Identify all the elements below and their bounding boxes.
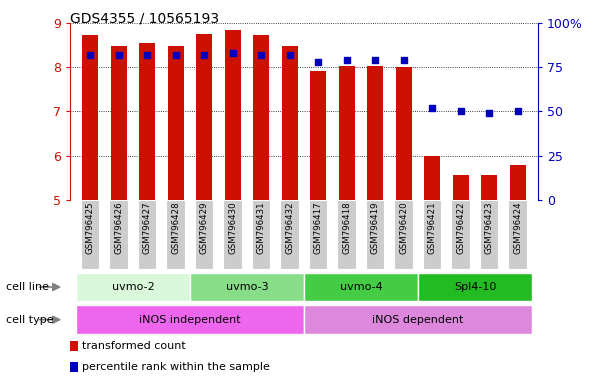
- Bar: [70, 341, 78, 351]
- FancyBboxPatch shape: [224, 200, 242, 269]
- FancyBboxPatch shape: [423, 200, 442, 269]
- Bar: [510, 165, 525, 200]
- Text: GSM796426: GSM796426: [114, 202, 123, 254]
- FancyBboxPatch shape: [166, 200, 185, 269]
- Text: GDS4355 / 10565193: GDS4355 / 10565193: [70, 12, 219, 25]
- Point: [86, 52, 95, 58]
- Text: GSM796432: GSM796432: [285, 202, 295, 254]
- FancyBboxPatch shape: [81, 200, 100, 269]
- Point: [399, 57, 409, 63]
- Bar: [396, 67, 412, 200]
- FancyBboxPatch shape: [337, 200, 356, 269]
- Bar: [367, 66, 383, 200]
- Text: GSM796418: GSM796418: [342, 202, 351, 254]
- Text: cell type: cell type: [6, 314, 54, 325]
- Point: [313, 59, 323, 65]
- Text: GSM796424: GSM796424: [513, 202, 522, 254]
- FancyBboxPatch shape: [508, 200, 527, 269]
- Point: [228, 50, 238, 56]
- Text: GSM796429: GSM796429: [200, 202, 209, 254]
- FancyBboxPatch shape: [366, 200, 384, 269]
- Text: iNOS dependent: iNOS dependent: [372, 314, 464, 325]
- Bar: [310, 71, 326, 200]
- Bar: [425, 156, 440, 200]
- Text: percentile rank within the sample: percentile rank within the sample: [82, 362, 270, 372]
- Text: transformed count: transformed count: [82, 341, 186, 351]
- Bar: [190, 273, 304, 301]
- Bar: [196, 34, 212, 200]
- Text: GSM796419: GSM796419: [371, 202, 379, 254]
- FancyBboxPatch shape: [109, 200, 128, 269]
- Bar: [225, 30, 241, 200]
- FancyBboxPatch shape: [395, 200, 413, 269]
- Bar: [70, 362, 78, 372]
- Text: GSM796428: GSM796428: [171, 202, 180, 254]
- Point: [485, 110, 494, 116]
- Bar: [111, 46, 126, 200]
- Text: GSM796431: GSM796431: [257, 202, 266, 254]
- Bar: [168, 46, 183, 200]
- FancyBboxPatch shape: [138, 200, 156, 269]
- Point: [114, 52, 123, 58]
- Point: [285, 52, 295, 58]
- FancyBboxPatch shape: [309, 200, 327, 269]
- Bar: [481, 174, 497, 200]
- Bar: [254, 35, 269, 200]
- Text: GSM796420: GSM796420: [399, 202, 408, 254]
- Bar: [139, 43, 155, 200]
- Text: Spl4-10: Spl4-10: [454, 282, 496, 292]
- Bar: [282, 46, 298, 200]
- Bar: [304, 273, 418, 301]
- Text: uvmo-4: uvmo-4: [340, 282, 382, 292]
- Text: cell line: cell line: [6, 282, 49, 292]
- Text: GSM796417: GSM796417: [313, 202, 323, 254]
- Text: iNOS independent: iNOS independent: [139, 314, 241, 325]
- Bar: [418, 273, 532, 301]
- Bar: [82, 35, 98, 200]
- FancyBboxPatch shape: [480, 200, 499, 269]
- Point: [171, 52, 181, 58]
- Point: [342, 57, 351, 63]
- FancyBboxPatch shape: [452, 200, 470, 269]
- Text: GSM796425: GSM796425: [86, 202, 95, 254]
- Point: [199, 52, 209, 58]
- Text: uvmo-2: uvmo-2: [112, 282, 155, 292]
- Text: GSM796423: GSM796423: [485, 202, 494, 254]
- Bar: [339, 66, 354, 200]
- FancyBboxPatch shape: [280, 200, 299, 269]
- Text: uvmo-3: uvmo-3: [225, 282, 268, 292]
- FancyBboxPatch shape: [195, 200, 213, 269]
- Bar: [76, 273, 190, 301]
- Bar: [453, 174, 469, 200]
- Bar: [76, 305, 304, 334]
- Text: GSM796422: GSM796422: [456, 202, 465, 254]
- Text: GSM796427: GSM796427: [143, 202, 152, 254]
- Point: [513, 108, 522, 114]
- Point: [142, 52, 152, 58]
- Point: [257, 52, 266, 58]
- Text: GSM796421: GSM796421: [428, 202, 437, 254]
- Point: [427, 105, 437, 111]
- Text: GSM796430: GSM796430: [229, 202, 237, 254]
- FancyBboxPatch shape: [252, 200, 271, 269]
- Point: [370, 57, 380, 63]
- Bar: [304, 305, 532, 334]
- Point: [456, 108, 466, 114]
